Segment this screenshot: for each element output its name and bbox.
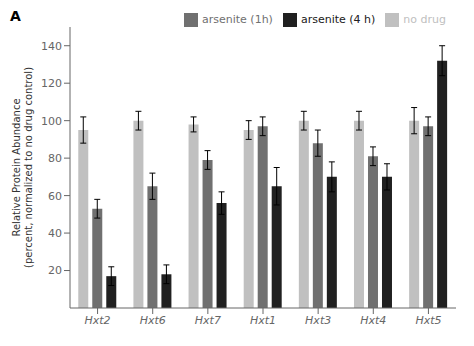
svg-text:100: 100 — [41, 115, 62, 128]
html-text:no drug: no drug — [403, 13, 446, 26]
svg-text:(percent, normalized to no dru: (percent, normalized to no drug control) — [23, 67, 34, 268]
svg-text:Hxt2: Hxt2 — [85, 314, 111, 327]
svg-text:80: 80 — [48, 152, 62, 165]
svg-text:140: 140 — [41, 40, 62, 53]
svg-text:Hxt5: Hxt5 — [415, 314, 441, 327]
html-text:arsenite (4 h): arsenite (4 h) — [300, 13, 376, 26]
svg-text:Hxt4: Hxt4 — [360, 314, 386, 327]
html-text:A: A — [10, 8, 21, 24]
svg-text:120: 120 — [41, 77, 62, 90]
svg-text:Hxt3: Hxt3 — [305, 314, 331, 327]
svg-text:Hxt1: Hxt1 — [250, 314, 276, 327]
svg-text:20: 20 — [48, 264, 62, 277]
svg-text:40: 40 — [48, 227, 62, 240]
svg-text:60: 60 — [48, 190, 62, 203]
svg-text:Hxt7: Hxt7 — [195, 314, 221, 327]
html-text:arsenite (1h): arsenite (1h) — [202, 13, 273, 26]
svg-text:Relative Protein Abundance: Relative Protein Abundance — [11, 98, 22, 236]
svg-text:Hxt6: Hxt6 — [140, 314, 166, 327]
